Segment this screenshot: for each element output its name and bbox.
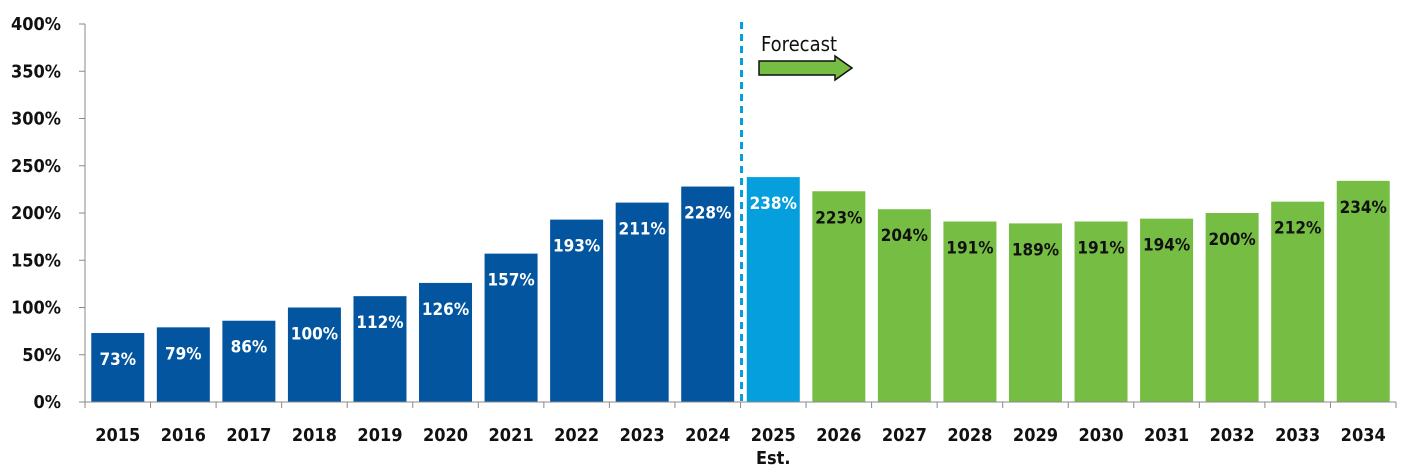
bar: [91, 333, 145, 402]
x-tick-label: 2015: [95, 425, 140, 446]
data-label: 212%: [1274, 219, 1321, 239]
x-tick-label: 2030: [1078, 425, 1123, 446]
data-label: 228%: [684, 204, 731, 224]
data-label: 112%: [356, 313, 403, 333]
bar: [943, 221, 997, 402]
data-label: 200%: [1209, 230, 1256, 250]
data-label: 100%: [291, 325, 338, 345]
y-tick-label: 400%: [11, 14, 61, 35]
forecast-arrow-icon: [758, 54, 854, 82]
bar: [156, 327, 210, 402]
x-tick-label: 2019: [357, 425, 402, 446]
data-label: 238%: [750, 194, 797, 214]
bar: [615, 202, 669, 402]
y-tick-label: 300%: [11, 109, 61, 130]
bar: [812, 191, 866, 402]
data-label: 234%: [1340, 198, 1387, 218]
data-label: 73%: [99, 350, 136, 370]
y-tick-label: 250%: [11, 156, 61, 177]
bar: [1140, 218, 1194, 402]
data-label: 79%: [165, 344, 202, 364]
bar: [1271, 201, 1325, 402]
bar: [1074, 221, 1128, 402]
bar: [1205, 213, 1259, 402]
x-tick-label: 2018: [292, 425, 337, 446]
x-tick-sublabel: Est.: [756, 448, 791, 469]
x-tick-label: 2025: [751, 425, 796, 446]
x-tick-label: 2023: [620, 425, 665, 446]
x-tick-label: 2026: [816, 425, 861, 446]
y-tick-label: 100%: [11, 298, 61, 319]
x-tick-label: 2031: [1144, 425, 1189, 446]
x-tick-label: 2024: [685, 425, 730, 446]
bar: [222, 320, 276, 402]
x-tick-label: 2029: [1013, 425, 1058, 446]
bar: [746, 177, 800, 402]
data-label: 193%: [553, 237, 600, 257]
data-label: 211%: [619, 220, 666, 240]
x-axis: 2015 2016 2017 2018 2019 2020 2021 2022 2023 2024…: [84, 401, 1397, 469]
data-label: 223%: [815, 208, 862, 228]
bar: [550, 219, 604, 402]
bar: [681, 186, 735, 402]
x-tick-label: 2021: [489, 425, 534, 446]
bar: [353, 296, 407, 402]
x-tick-label: 2027: [882, 425, 927, 446]
bar: [419, 282, 473, 402]
data-label: 189%: [1012, 240, 1059, 260]
bar: [877, 209, 931, 402]
x-tick-label: 2034: [1341, 425, 1386, 446]
bar: [1336, 180, 1390, 402]
data-label: 191%: [946, 239, 993, 259]
data-label: 194%: [1143, 236, 1190, 256]
data-label: 204%: [881, 226, 928, 246]
bar: [1008, 223, 1062, 402]
x-tick-label: 2028: [947, 425, 992, 446]
y-tick-label: 50%: [22, 345, 61, 366]
data-label: 86%: [231, 338, 268, 358]
x-tick-label: 2020: [423, 425, 468, 446]
x-tick-label: 2022: [554, 425, 599, 446]
data-label: 191%: [1077, 239, 1124, 259]
x-tick-label: 2016: [161, 425, 206, 446]
data-label: 157%: [487, 271, 534, 291]
y-tick-label: 0%: [34, 392, 62, 413]
y-tick-label: 200%: [11, 203, 61, 224]
bar: [287, 307, 341, 402]
bars: 73% 79% 86% 100% 112% 126% 157% 193% 211% 228% 238…: [91, 177, 1390, 402]
y-tick-label: 150%: [11, 250, 61, 271]
x-tick-label: 2033: [1275, 425, 1320, 446]
data-label: 126%: [422, 300, 469, 320]
x-tick-label: 2032: [1210, 425, 1255, 446]
y-tick-label: 350%: [11, 61, 61, 82]
bar: [484, 253, 538, 402]
y-axis: 0% 50% 100% 150% 200% 250% 300% 350% 400%: [11, 14, 86, 413]
forecast-annotation: Forecast: [761, 32, 837, 56]
x-tick-label: 2017: [226, 425, 271, 446]
